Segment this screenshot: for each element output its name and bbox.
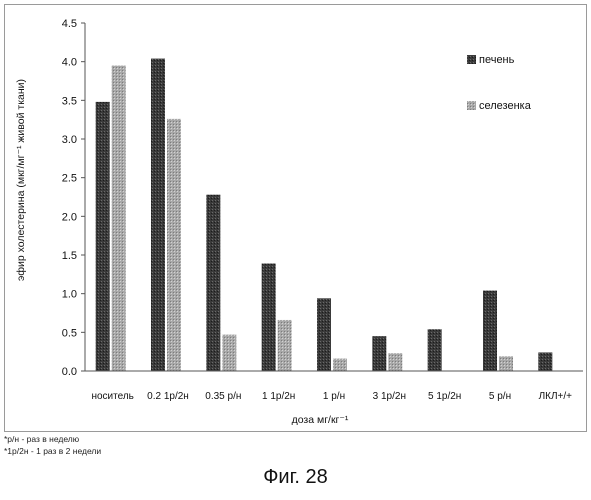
footnote-weekly: *р/н - раз в неделю bbox=[4, 434, 79, 444]
bar-spleen bbox=[278, 320, 292, 371]
bar-spleen bbox=[222, 335, 236, 371]
legend-label-spleen: селезенка bbox=[479, 100, 532, 112]
bar-liver bbox=[206, 195, 220, 371]
bar-liver bbox=[317, 298, 331, 371]
bar-liver bbox=[151, 59, 165, 371]
legend-swatch-spleen bbox=[467, 101, 476, 110]
legend: печень селезенка bbox=[467, 54, 532, 112]
y-tick-label: 2.5 bbox=[62, 173, 77, 185]
x-tick-label: ЛКЛ+/+ bbox=[539, 391, 573, 402]
bar-liver bbox=[538, 352, 552, 371]
x-tick-label: носитель bbox=[91, 391, 133, 402]
y-tick-label: 0.0 bbox=[62, 366, 77, 378]
y-tick-label: 1.5 bbox=[62, 250, 77, 262]
bar-liver bbox=[372, 336, 386, 371]
bar-liver bbox=[262, 264, 276, 371]
bar-liver bbox=[428, 329, 442, 371]
chart-frame: 0.0 0.5 1.0 1.5 2.0 2.5 3.0 3.5 4.0 4.5 носитель 0… bbox=[4, 4, 587, 432]
x-tick-label: 1 1р/2н bbox=[262, 391, 295, 402]
y-tick-label: 3.5 bbox=[62, 95, 77, 107]
y-tick-label: 1.0 bbox=[62, 289, 77, 301]
x-tick-label: 1 р/н bbox=[323, 391, 345, 402]
bar-spleen bbox=[112, 66, 126, 371]
x-tick-label: 3 1р/2н bbox=[373, 391, 406, 402]
legend-swatch-liver bbox=[467, 55, 476, 64]
y-tick-label: 2.0 bbox=[62, 211, 77, 223]
bar-liver bbox=[96, 102, 110, 371]
footnote-biweekly: *1р/2н - 1 раз в 2 недели bbox=[4, 446, 101, 456]
bar-chart: 0.0 0.5 1.0 1.5 2.0 2.5 3.0 3.5 4.0 4.5 носитель 0… bbox=[5, 5, 588, 433]
bar-spleen bbox=[167, 119, 181, 371]
x-tick-label: 5 р/н bbox=[489, 391, 511, 402]
y-tick-label: 4.0 bbox=[62, 57, 77, 69]
bar-spleen bbox=[499, 356, 513, 371]
x-tick-label: 0.35 р/н bbox=[205, 391, 241, 402]
y-tick-label: 3.0 bbox=[62, 134, 77, 146]
y-tick-label: 0.5 bbox=[62, 327, 77, 339]
legend-label-liver: печень bbox=[479, 54, 515, 66]
x-axis: носитель 0.2 1р/2н 0.35 р/н 1 1р/2н 1 р/н 3 1… bbox=[85, 371, 583, 402]
x-tick-label: 0.2 1р/2н bbox=[147, 391, 189, 402]
bar-liver bbox=[483, 291, 497, 371]
bar-spleen bbox=[388, 353, 402, 371]
x-tick-label: 5 1р/2н bbox=[428, 391, 461, 402]
y-axis-title: эфир холестерина (мкг/мг⁻¹ живой ткани) bbox=[15, 79, 27, 281]
figure-caption: Фиг. 28 bbox=[0, 466, 591, 489]
bar-spleen bbox=[333, 359, 347, 371]
y-axis: 0.0 0.5 1.0 1.5 2.0 2.5 3.0 3.5 4.0 4.5 bbox=[62, 18, 85, 378]
y-tick-label: 4.5 bbox=[62, 18, 77, 30]
x-axis-title: доза мг/кг⁻¹ bbox=[292, 414, 349, 426]
